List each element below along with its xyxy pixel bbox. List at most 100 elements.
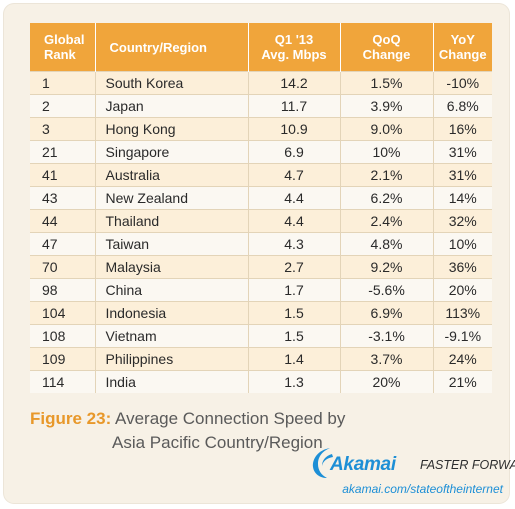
cell-yoy: 10% [433, 232, 492, 256]
table-row: 104 Indonesia 1.5 6.9% 113% [30, 301, 492, 325]
cell-rank: 41 [30, 163, 96, 187]
cell-yoy: 36% [433, 255, 492, 279]
cell-avg-mbps: 4.7 [248, 163, 341, 187]
cell-avg-mbps: 14.2 [248, 71, 341, 95]
cell-rank: 1 [30, 71, 96, 95]
cell-rank: 21 [30, 140, 96, 164]
cell-avg-mbps: 4.4 [248, 186, 341, 210]
cell-qoq: 2.1% [340, 163, 434, 187]
cell-avg-mbps: 4.3 [248, 232, 341, 256]
cell-avg-mbps: 6.9 [248, 140, 341, 164]
cell-yoy: 32% [433, 209, 492, 233]
cell-qoq: 6.9% [340, 301, 434, 325]
cell-country: India [95, 370, 249, 393]
cell-yoy: 24% [433, 347, 492, 371]
caption-line-1: Average Connection Speed by [115, 409, 346, 428]
cell-yoy: 16% [433, 117, 492, 141]
cell-country: South Korea [95, 71, 249, 95]
cell-country: Singapore [95, 140, 249, 164]
cell-avg-mbps: 1.3 [248, 370, 341, 393]
cell-qoq: 3.7% [340, 347, 434, 371]
figure-label: Figure 23: [30, 409, 112, 428]
table-row: 70 Malaysia 2.7 9.2% 36% [30, 255, 492, 279]
cell-country: Indonesia [95, 301, 249, 325]
cell-qoq: 1.5% [340, 71, 434, 95]
akamai-wordmark: Akamai [330, 454, 396, 475]
table-row: 98 China 1.7 -5.6% 20% [30, 278, 492, 302]
cell-avg-mbps: 11.7 [248, 94, 341, 118]
table-body: 1 South Korea 14.2 1.5% -10% 2 Japan 11.7 3.9% 6.… [30, 71, 492, 393]
cell-avg-mbps: 2.7 [248, 255, 341, 279]
table-row: 3 Hong Kong 10.9 9.0% 16% [30, 117, 492, 141]
cell-country: Vietnam [95, 324, 249, 348]
cell-country: Malaysia [95, 255, 249, 279]
cell-avg-mbps: 1.5 [248, 301, 341, 325]
table-row: 109 Philippines 1.4 3.7% 24% [30, 347, 492, 371]
cell-country: Thailand [95, 209, 249, 233]
cell-qoq: 2.4% [340, 209, 434, 233]
cell-rank: 44 [30, 209, 96, 233]
cell-country: Philippines [95, 347, 249, 371]
cell-yoy: 31% [433, 140, 492, 164]
table-row: 43 New Zealand 4.4 6.2% 14% [30, 186, 492, 210]
cell-yoy: 14% [433, 186, 492, 210]
cell-qoq: -3.1% [340, 324, 434, 348]
header-global-rank: Global Rank [30, 23, 96, 72]
table-row: 21 Singapore 6.9 10% 31% [30, 140, 492, 164]
cell-rank: 43 [30, 186, 96, 210]
table-row: 108 Vietnam 1.5 -3.1% -9.1% [30, 324, 492, 348]
cell-qoq: 9.0% [340, 117, 434, 141]
cell-avg-mbps: 1.5 [248, 324, 341, 348]
figure-panel: Global Rank Country/Region Q1 '13 Avg. Mbp… [4, 4, 509, 503]
cell-avg-mbps: 1.7 [248, 278, 341, 302]
cell-rank: 114 [30, 370, 96, 393]
cell-avg-mbps: 4.4 [248, 209, 341, 233]
cell-yoy: 6.8% [433, 94, 492, 118]
caption-line-2: Asia Pacific Country/Region [112, 433, 323, 452]
table-header-row: Global Rank Country/Region Q1 '13 Avg. Mbp… [30, 23, 492, 72]
cell-rank: 3 [30, 117, 96, 141]
cell-yoy: 31% [433, 163, 492, 187]
cell-yoy: 21% [433, 370, 492, 393]
cell-rank: 2 [30, 94, 96, 118]
cell-avg-mbps: 1.4 [248, 347, 341, 371]
cell-country: New Zealand [95, 186, 249, 210]
table-row: 1 South Korea 14.2 1.5% -10% [30, 71, 492, 95]
cell-qoq: 9.2% [340, 255, 434, 279]
figure-caption: Figure 23: Average Connection Speed by A… [30, 407, 345, 455]
akamai-tagline: FASTER FORWARD [420, 458, 515, 472]
header-qoq-change: QoQ Change [340, 23, 434, 72]
cell-rank: 108 [30, 324, 96, 348]
cell-country: Taiwan [95, 232, 249, 256]
cell-yoy: 20% [433, 278, 492, 302]
cell-country: Japan [95, 94, 249, 118]
cell-country: Hong Kong [95, 117, 249, 141]
cell-avg-mbps: 10.9 [248, 117, 341, 141]
header-yoy-change: YoY Change [433, 23, 492, 72]
table-row: 114 India 1.3 20% 21% [30, 370, 492, 393]
cell-yoy: -9.1% [433, 324, 492, 348]
cell-yoy: -10% [433, 71, 492, 95]
header-country-region: Country/Region [95, 23, 249, 72]
cell-qoq: 10% [340, 140, 434, 164]
akamai-wave-icon [312, 448, 333, 478]
cell-country: Australia [95, 163, 249, 187]
cell-qoq: 4.8% [340, 232, 434, 256]
table-row: 2 Japan 11.7 3.9% 6.8% [30, 94, 492, 118]
cell-qoq: -5.6% [340, 278, 434, 302]
cell-rank: 98 [30, 278, 96, 302]
speed-table: Global Rank Country/Region Q1 '13 Avg. Mbp… [30, 23, 492, 393]
akamai-logo: Akamai FASTER FORWARD [310, 448, 515, 478]
cell-country: China [95, 278, 249, 302]
table-row: 47 Taiwan 4.3 4.8% 10% [30, 232, 492, 256]
cell-qoq: 3.9% [340, 94, 434, 118]
cell-qoq: 6.2% [340, 186, 434, 210]
cell-qoq: 20% [340, 370, 434, 393]
akamai-url: akamai.com/stateoftheinternet [342, 482, 503, 496]
header-avg-mbps: Q1 '13 Avg. Mbps [248, 23, 341, 72]
table-row: 41 Australia 4.7 2.1% 31% [30, 163, 492, 187]
cell-yoy: 113% [433, 301, 492, 325]
cell-rank: 104 [30, 301, 96, 325]
cell-rank: 70 [30, 255, 96, 279]
table-row: 44 Thailand 4.4 2.4% 32% [30, 209, 492, 233]
